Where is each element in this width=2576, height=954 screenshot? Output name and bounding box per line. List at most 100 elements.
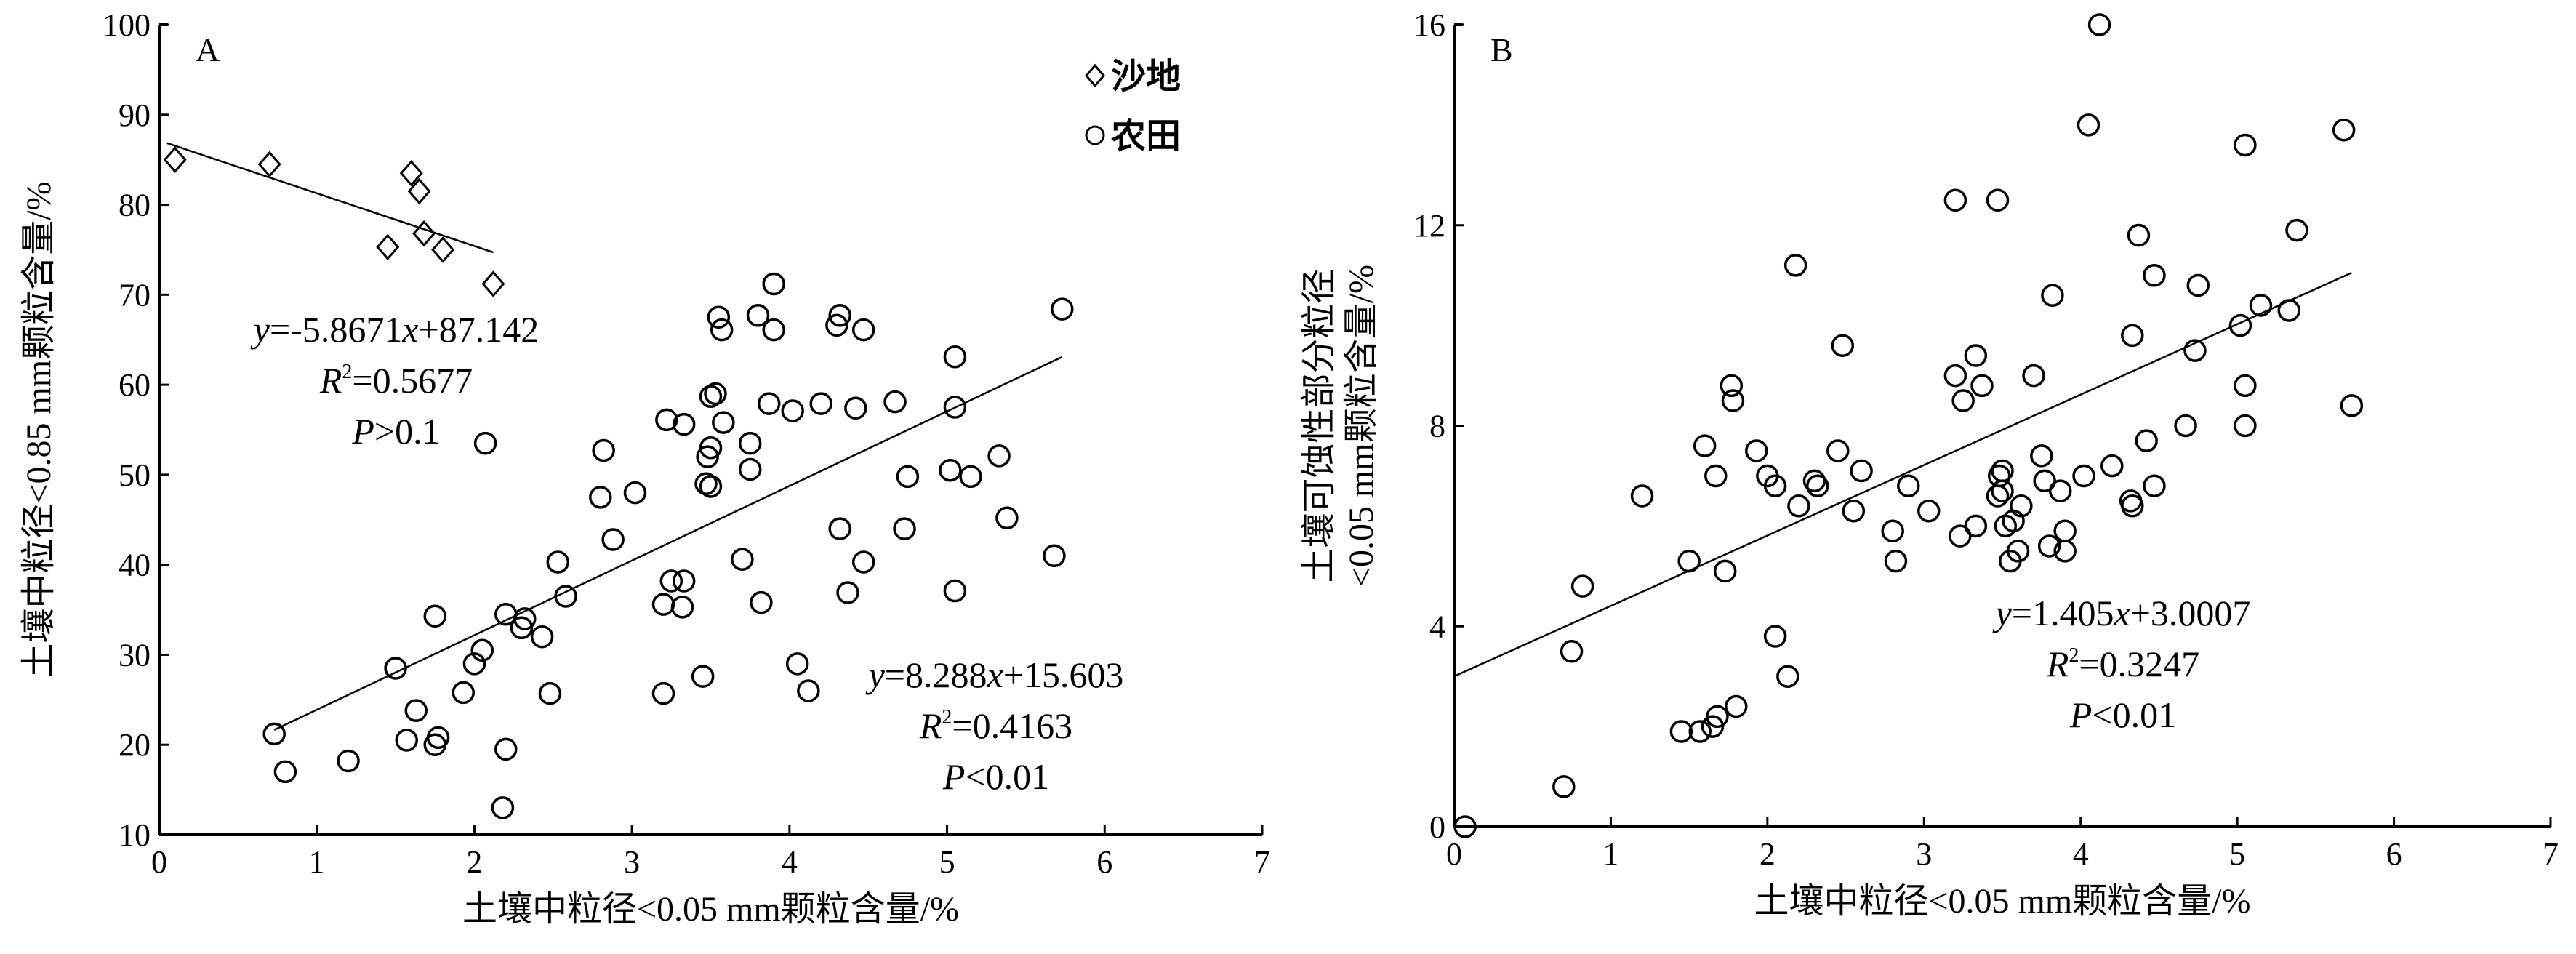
p-value: P<0.01 [942, 756, 1049, 797]
data-point-circle [2340, 394, 2364, 417]
r-symbol: R [319, 360, 342, 401]
data-point-diamond [481, 270, 505, 297]
data-point-circle [672, 569, 696, 593]
data-point-circle [731, 548, 754, 571]
x-tick-label: 5 [2229, 836, 2245, 872]
legend-label: 沙地 [1111, 57, 1181, 96]
data-point-circle [530, 625, 554, 649]
y-tick-label: 90 [119, 97, 151, 133]
data-point-circle [987, 444, 1011, 468]
equation-part: =-5.8671 [270, 309, 402, 350]
y-tick-label: 20 [119, 727, 151, 763]
data-point-circle [1831, 334, 1855, 357]
data-point-circle [883, 390, 907, 414]
data-point-circle [2053, 540, 2077, 563]
data-point-circle [1560, 639, 1584, 663]
y-tick-label: 70 [119, 277, 151, 313]
data-point-circle [699, 475, 723, 498]
data-point-diamond [257, 151, 281, 178]
data-point-circle [623, 481, 647, 505]
data-point-circle [659, 569, 683, 593]
x-tick-label: 4 [2073, 836, 2089, 872]
data-point-circle [707, 305, 731, 329]
r-superscript: 2 [2069, 644, 2079, 667]
data-point-diamond [399, 159, 423, 187]
data-point-circle [959, 465, 982, 489]
data-point-circle [828, 517, 851, 540]
data-point-circle [2072, 464, 2095, 488]
data-point-circle [939, 458, 962, 482]
equation-part: +15.603 [1003, 654, 1124, 695]
y-tick-label: 30 [119, 637, 151, 673]
data-point-circle [851, 550, 875, 574]
data-point-circle [1826, 439, 1850, 462]
data-point-circle [710, 318, 734, 342]
y-axis-title: 土壤中粒径<0.85 mm颗粒含量/% [20, 181, 58, 678]
x-tick-label: 3 [1916, 836, 1932, 872]
data-point-circle [589, 486, 612, 509]
p-value: P<0.01 [2069, 694, 2176, 735]
data-point-circle [1970, 374, 1994, 398]
data-point-circle [651, 593, 675, 616]
data-point-circle [1721, 389, 1745, 412]
data-point-diamond [163, 146, 187, 173]
fit-line [1453, 272, 2352, 678]
data-point-circle [404, 699, 428, 722]
data-point-diamond [407, 177, 431, 205]
data-point-circle [1720, 374, 1744, 398]
data-point-circle [1745, 439, 1768, 462]
y-axis-title-line2: <0.05 mm颗粒含量/% [1342, 265, 1381, 587]
r-squared: R2=0.4163 [919, 705, 1072, 746]
data-point-circle [337, 749, 360, 773]
data-point-circle [762, 318, 785, 342]
data-point-circle [1787, 494, 1810, 518]
equation-part: y [1992, 593, 2013, 633]
y-tick-label: 16 [1413, 7, 1445, 43]
data-point-circle [691, 665, 715, 688]
data-point-circle [513, 607, 537, 630]
data-point-circle [851, 318, 875, 342]
data-point-circle [1951, 389, 1975, 412]
data-point-circle [538, 681, 562, 705]
r-value: =0.4163 [952, 705, 1072, 746]
data-point-circle [762, 272, 785, 296]
p-symbol: P [2069, 694, 2093, 735]
panel-a: 0 1 2 3 4 5 6 7 10 20 30 40 50 60 70 80 90 100 A 土壤中粒径<0.05… [20, 7, 1270, 929]
data-point-circle [1669, 720, 1693, 743]
data-point-circle [896, 465, 920, 489]
data-point-circle [797, 679, 820, 702]
data-point-circle [592, 438, 615, 462]
data-point-circle [2228, 313, 2252, 337]
x-tick-label: 4 [782, 844, 798, 880]
data-point-diamond [376, 233, 400, 261]
data-point-circle [1802, 469, 1826, 493]
data-point-circle [1991, 479, 2014, 502]
data-point-circle [470, 638, 494, 662]
data-point-circle [452, 681, 476, 705]
r-superscript: 2 [342, 361, 352, 383]
x-tick-label: 7 [1254, 844, 1270, 880]
data-point-circle [2277, 299, 2300, 322]
data-point-circle [1552, 775, 1576, 798]
data-point-circle [2100, 454, 2124, 478]
data-point-circle [601, 528, 625, 551]
data-point-circle [2030, 444, 2053, 468]
panel-label: A [196, 31, 220, 68]
data-point-circle [836, 581, 859, 604]
legend-label: 农田 [1111, 117, 1181, 156]
data-point-circle [1706, 705, 1729, 729]
y-tick-label: 8 [1429, 409, 1445, 444]
y-tick-label: 100 [103, 7, 151, 43]
data-point-circle [699, 436, 723, 460]
y-tick-label: 80 [119, 188, 151, 223]
data-point-circle [1986, 188, 2010, 212]
data-point-circle [1783, 254, 1807, 277]
x-tick-label: 0 [1446, 836, 1462, 872]
data-point-circle [1881, 519, 1904, 543]
data-point-circle [1677, 549, 1701, 573]
data-point-circle [2234, 374, 2257, 398]
data-point-circle [2053, 519, 2077, 543]
data-point-circle [781, 399, 804, 422]
x-tick-label: 1 [309, 844, 325, 880]
data-point-circle [554, 585, 577, 608]
